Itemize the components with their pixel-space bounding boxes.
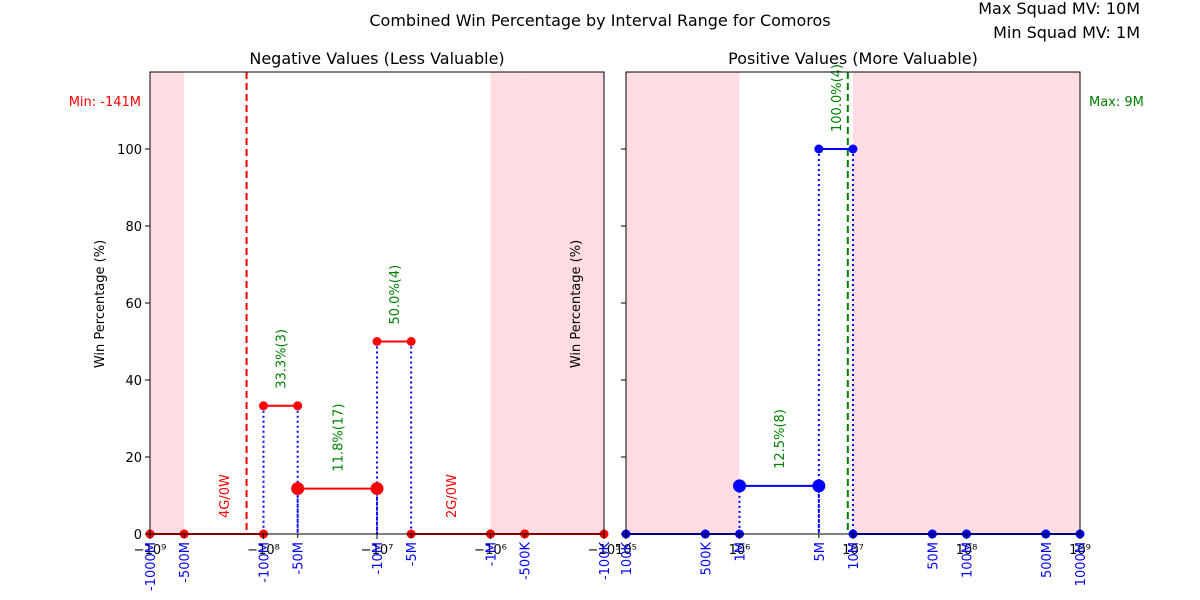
reference-line-label: Max: 9M bbox=[1089, 95, 1144, 110]
shaded-range-band bbox=[932, 72, 967, 534]
range-tick-label: -1M bbox=[485, 542, 500, 566]
y-tick-label: 40 bbox=[125, 374, 142, 389]
figure-title: Combined Win Percentage by Interval Rang… bbox=[369, 11, 830, 30]
segment-point bbox=[848, 144, 858, 154]
max-squad-label: Max Squad MV: 10M bbox=[978, 0, 1140, 18]
range-tick-label: -500K bbox=[519, 542, 534, 581]
range-tick-label: 100M bbox=[961, 542, 976, 578]
min-squad-label: Min Squad MV: 1M bbox=[993, 23, 1140, 42]
positive-panel: Max: 9M 12.5%(8) 100.0%(4)Positive Values … bbox=[569, 49, 1144, 586]
segment-point bbox=[259, 401, 268, 411]
y-tick-label: 80 bbox=[125, 220, 142, 235]
range-tick-label: 100K bbox=[620, 542, 635, 576]
x-tick-label: −10⁶ bbox=[474, 543, 507, 558]
range-tick-label: -100K bbox=[598, 542, 613, 581]
shaded-range-band bbox=[150, 72, 185, 534]
segment-label: 50.0%(4) bbox=[388, 265, 403, 325]
y-axis-label: Win Percentage (%) bbox=[569, 240, 584, 368]
range-tick-label: 50M bbox=[926, 542, 941, 570]
y-axis-label: Win Percentage (%) bbox=[93, 240, 108, 368]
y-tick-label: 20 bbox=[125, 451, 142, 466]
segment-label: 2G/0W bbox=[445, 474, 460, 518]
segment-point bbox=[372, 337, 382, 346]
range-tick-label: 1M bbox=[734, 542, 749, 562]
x-tick-label: 10⁷ bbox=[842, 543, 864, 558]
x-tick-label: −10⁹ bbox=[134, 543, 167, 558]
segment-label: 33.3%(3) bbox=[275, 329, 290, 389]
panel-title: Positive Values (More Valuable) bbox=[728, 49, 978, 68]
shaded-range-band bbox=[524, 72, 604, 534]
segment-point bbox=[814, 144, 824, 154]
shaded-range-band bbox=[966, 72, 1046, 534]
range-tick-label: 10M bbox=[847, 542, 862, 570]
range-tick-label: 500M bbox=[1040, 542, 1055, 578]
segment-label: 12.5%(8) bbox=[773, 409, 788, 469]
range-tick-label: -500M bbox=[178, 542, 193, 583]
x-tick-label: −10⁷ bbox=[361, 543, 394, 558]
x-tick-label: −10⁸ bbox=[247, 543, 280, 558]
segment-label: 100.0%(4) bbox=[830, 64, 845, 132]
range-tick-label: -100M bbox=[258, 542, 273, 583]
segment-label: 4G/0W bbox=[218, 474, 233, 518]
segment-point bbox=[812, 479, 826, 493]
shaded-range-band bbox=[705, 72, 740, 534]
x-tick-label: 10⁵ bbox=[615, 543, 637, 558]
segment-point bbox=[406, 337, 416, 346]
x-tick-label: 10⁸ bbox=[956, 543, 978, 558]
range-tick-label: -10M bbox=[371, 542, 386, 574]
x-tick-label: 10⁹ bbox=[1069, 543, 1091, 558]
panel-title: Negative Values (Less Valuable) bbox=[249, 49, 504, 68]
segment-point bbox=[733, 479, 746, 493]
segment-point bbox=[291, 482, 305, 496]
shaded-range-band bbox=[490, 72, 525, 534]
range-tick-label: -5M bbox=[405, 542, 420, 566]
segment-label: 11.8%(17) bbox=[331, 404, 346, 472]
reference-line-label: Min: -141M bbox=[69, 95, 141, 110]
y-tick-label: 0 bbox=[134, 528, 142, 543]
x-tick-label: −10⁵ bbox=[588, 543, 621, 558]
range-tick-label: 500K bbox=[699, 542, 714, 576]
segment-point bbox=[370, 482, 384, 496]
range-tick-label: 5M bbox=[813, 542, 828, 562]
range-tick-label: -50M bbox=[292, 542, 307, 574]
y-tick-label: 100 bbox=[117, 143, 142, 158]
shaded-range-band bbox=[626, 72, 706, 534]
y-tick-label: 60 bbox=[125, 297, 142, 312]
negative-panel: Min: -141M 4G/0W 33.3%(3) 11.8%(17) 50.0%(4)… bbox=[69, 49, 621, 591]
shaded-range-band bbox=[1045, 72, 1080, 534]
segment-point bbox=[293, 401, 303, 411]
shaded-range-band bbox=[853, 72, 933, 534]
x-tick-label: 10⁶ bbox=[729, 543, 751, 558]
range-tick-label: 1000M bbox=[1074, 542, 1089, 586]
range-tick-label: -1000M bbox=[144, 542, 159, 591]
